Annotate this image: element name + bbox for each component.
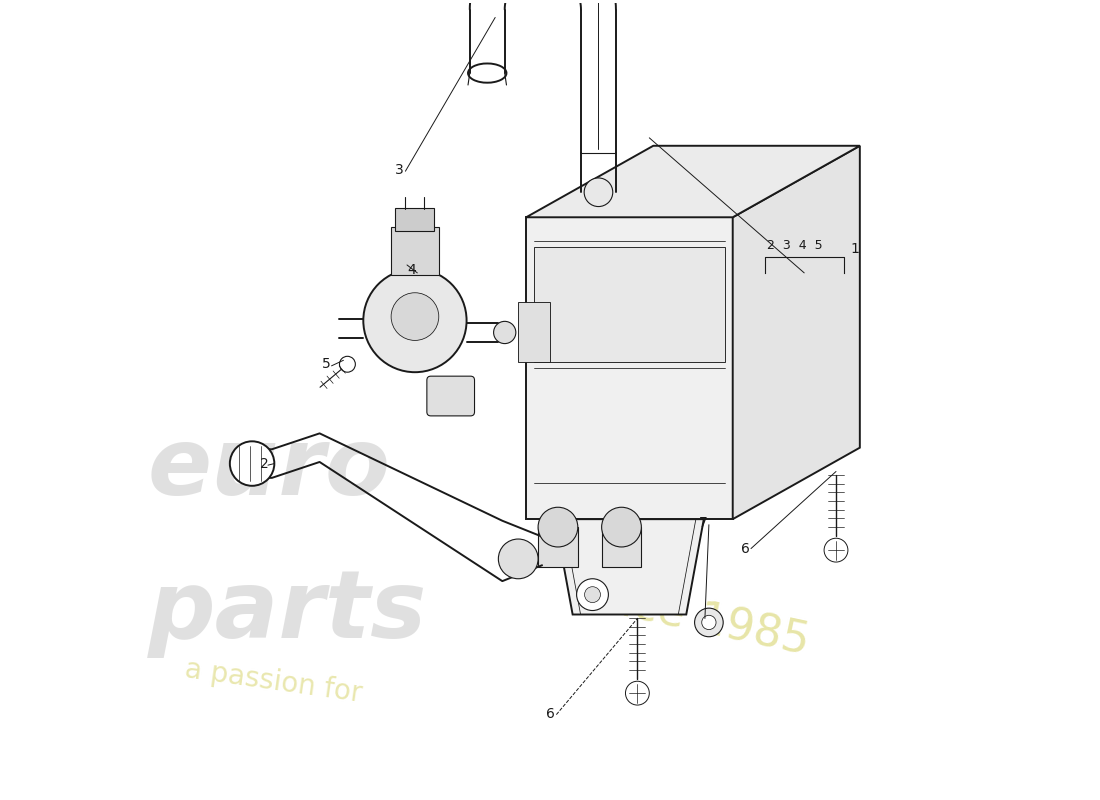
Circle shape <box>626 682 649 705</box>
Text: parts: parts <box>148 566 428 658</box>
Polygon shape <box>602 527 641 567</box>
Circle shape <box>494 322 516 343</box>
Polygon shape <box>526 218 733 519</box>
FancyBboxPatch shape <box>390 227 439 275</box>
FancyBboxPatch shape <box>396 208 435 230</box>
Circle shape <box>824 538 848 562</box>
Polygon shape <box>535 247 725 362</box>
Polygon shape <box>538 527 578 567</box>
Circle shape <box>498 539 538 578</box>
Text: 6: 6 <box>546 706 554 721</box>
Circle shape <box>694 608 723 637</box>
Text: euro: euro <box>148 423 390 515</box>
Circle shape <box>230 442 274 486</box>
Circle shape <box>584 178 613 206</box>
Polygon shape <box>526 146 860 218</box>
Text: 1: 1 <box>850 242 859 256</box>
Text: 2: 2 <box>260 457 268 470</box>
Polygon shape <box>556 519 704 614</box>
Text: 6: 6 <box>740 542 749 555</box>
Polygon shape <box>518 302 550 362</box>
Circle shape <box>576 578 608 610</box>
Text: 3: 3 <box>395 162 404 177</box>
Text: since 1985: since 1985 <box>568 570 814 663</box>
Text: 7: 7 <box>700 516 708 530</box>
Circle shape <box>392 293 439 341</box>
Circle shape <box>702 615 716 630</box>
Text: 2  3  4  5: 2 3 4 5 <box>767 239 823 252</box>
Circle shape <box>584 586 601 602</box>
Circle shape <box>340 356 355 372</box>
Circle shape <box>363 269 466 372</box>
Text: 4: 4 <box>407 263 416 278</box>
Circle shape <box>538 507 578 547</box>
Circle shape <box>602 507 641 547</box>
FancyBboxPatch shape <box>427 376 474 416</box>
Text: 5: 5 <box>322 358 331 371</box>
Text: a passion for: a passion for <box>183 655 364 708</box>
Polygon shape <box>733 146 860 519</box>
